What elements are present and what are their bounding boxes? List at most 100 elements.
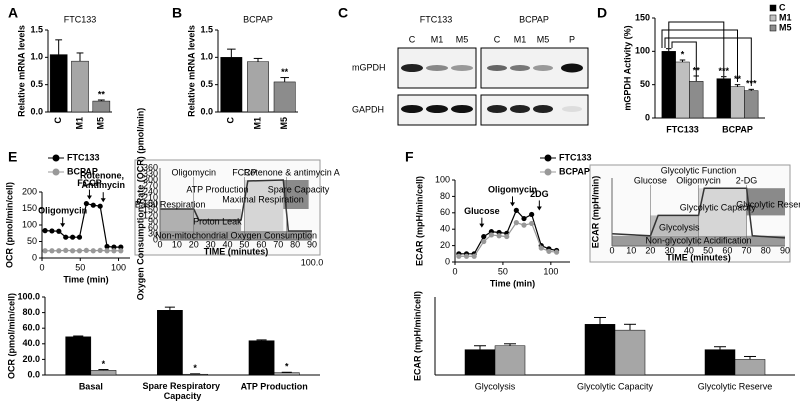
bar bbox=[247, 61, 269, 113]
blot-lane: M5 bbox=[456, 34, 469, 44]
y-tick-label: 0.5 bbox=[30, 79, 43, 89]
annotation: Oligomycin bbox=[488, 185, 537, 195]
point bbox=[488, 232, 495, 238]
blot-protein: GAPDH bbox=[352, 104, 384, 114]
legend-marker bbox=[544, 168, 552, 176]
blot-band bbox=[451, 105, 473, 113]
annotation: FCCP bbox=[77, 178, 102, 188]
inset-x-tick: 20 bbox=[645, 245, 655, 255]
bar bbox=[675, 61, 690, 119]
blot-band bbox=[451, 65, 473, 71]
y-tick-label: 100 bbox=[635, 46, 650, 56]
inset-x-tick: 80 bbox=[761, 245, 771, 255]
point bbox=[42, 248, 48, 254]
point bbox=[70, 234, 76, 240]
inset-label: Glycolytic Function bbox=[661, 165, 737, 175]
point bbox=[104, 248, 110, 254]
point bbox=[118, 244, 124, 250]
inset-label: Spare Capacity bbox=[268, 184, 330, 194]
blot-band bbox=[401, 64, 423, 72]
point bbox=[90, 202, 96, 208]
blot-band bbox=[533, 105, 553, 113]
inset-y-tick: 240 bbox=[143, 186, 158, 196]
point bbox=[513, 220, 519, 226]
bar bbox=[661, 51, 676, 119]
y-axis-label: OCR (pmol/min/cell) bbox=[6, 293, 16, 379]
inset-x-tick: 90 bbox=[780, 245, 790, 255]
significance: * bbox=[193, 363, 197, 373]
panel-label: A bbox=[8, 5, 18, 21]
blot-band bbox=[562, 106, 582, 112]
y-axis-label: Relative mRNA levels bbox=[16, 25, 26, 117]
annotation-arrowhead bbox=[510, 202, 515, 207]
inset-region bbox=[160, 231, 312, 240]
panel-label: D bbox=[597, 5, 607, 21]
y-tick-label: 40 bbox=[440, 224, 450, 234]
floating-label: 100.0 bbox=[301, 257, 324, 267]
panel-label: B bbox=[172, 5, 182, 21]
point bbox=[56, 228, 62, 234]
inset-region bbox=[746, 188, 785, 216]
x-tick-label: 0 bbox=[39, 262, 44, 272]
point bbox=[63, 247, 69, 254]
y-tick-label: 20 bbox=[440, 240, 450, 250]
point bbox=[521, 215, 527, 222]
y-tick-label: 1.5 bbox=[200, 24, 213, 34]
point bbox=[111, 248, 117, 254]
inset-y-tick: 360 bbox=[143, 162, 158, 172]
point bbox=[496, 233, 502, 239]
y-tick-label: 100 bbox=[22, 219, 37, 229]
legend-swatch bbox=[769, 14, 777, 22]
inset-label: ATP Production bbox=[186, 184, 248, 194]
bar bbox=[182, 373, 208, 376]
point bbox=[513, 207, 519, 213]
point bbox=[481, 238, 487, 245]
legend-label: BCPAP bbox=[559, 166, 590, 176]
bar bbox=[730, 86, 745, 119]
inset-label: Maximal Respiration bbox=[222, 194, 304, 204]
blot-band bbox=[510, 105, 530, 113]
x-tick-label: 100 bbox=[543, 266, 558, 276]
blot-lane: M1 bbox=[514, 34, 527, 44]
y-axis-label: Relative mRNA levels bbox=[186, 25, 196, 117]
inset-label: Non-mitochondrial Oxygen Consumption bbox=[155, 230, 317, 240]
inset-x-tick: 40 bbox=[684, 245, 694, 255]
y-axis-label: ECAR (mpH/min/cell) bbox=[414, 176, 424, 266]
bar bbox=[689, 81, 704, 119]
inset-x-tick: 10 bbox=[626, 245, 636, 255]
point bbox=[76, 248, 83, 254]
bar bbox=[157, 310, 183, 376]
bracket bbox=[668, 21, 725, 76]
bar bbox=[220, 57, 243, 113]
significance: * bbox=[681, 49, 685, 59]
blot-protein: mGPDH bbox=[352, 62, 386, 72]
y-tick-label: 0.0 bbox=[27, 369, 40, 379]
bar bbox=[273, 372, 300, 376]
inset-y-tick: 330 bbox=[143, 168, 158, 178]
x-axis-label: Time (min) bbox=[490, 278, 535, 288]
legend-marker bbox=[52, 154, 60, 162]
bar bbox=[734, 359, 766, 376]
blot-cell-line: FTC133 bbox=[420, 14, 453, 24]
point bbox=[521, 222, 527, 228]
y-tick-label: 80.0 bbox=[22, 307, 40, 317]
y-tick-label: 50 bbox=[27, 236, 37, 246]
bar bbox=[464, 349, 496, 376]
inset-label: Rotenone & antimycin A bbox=[244, 167, 340, 177]
significance: * bbox=[285, 362, 289, 372]
significance: ** bbox=[734, 74, 742, 84]
bar bbox=[494, 345, 526, 376]
x-tick-label: Basal bbox=[79, 381, 103, 391]
y-tick-label: 150 bbox=[635, 12, 650, 22]
inset-y-tick: 30 bbox=[148, 228, 158, 238]
point bbox=[104, 243, 110, 250]
x-tick-label: 50 bbox=[498, 266, 508, 276]
x-tick-label: 50 bbox=[75, 262, 85, 272]
bracket bbox=[661, 29, 738, 82]
blot-band bbox=[401, 105, 423, 113]
y-tick-label: 0 bbox=[445, 256, 450, 266]
bar bbox=[92, 100, 111, 113]
bracket bbox=[671, 41, 697, 76]
blot-band bbox=[487, 105, 507, 113]
inset-y-tick: 150 bbox=[143, 204, 158, 214]
